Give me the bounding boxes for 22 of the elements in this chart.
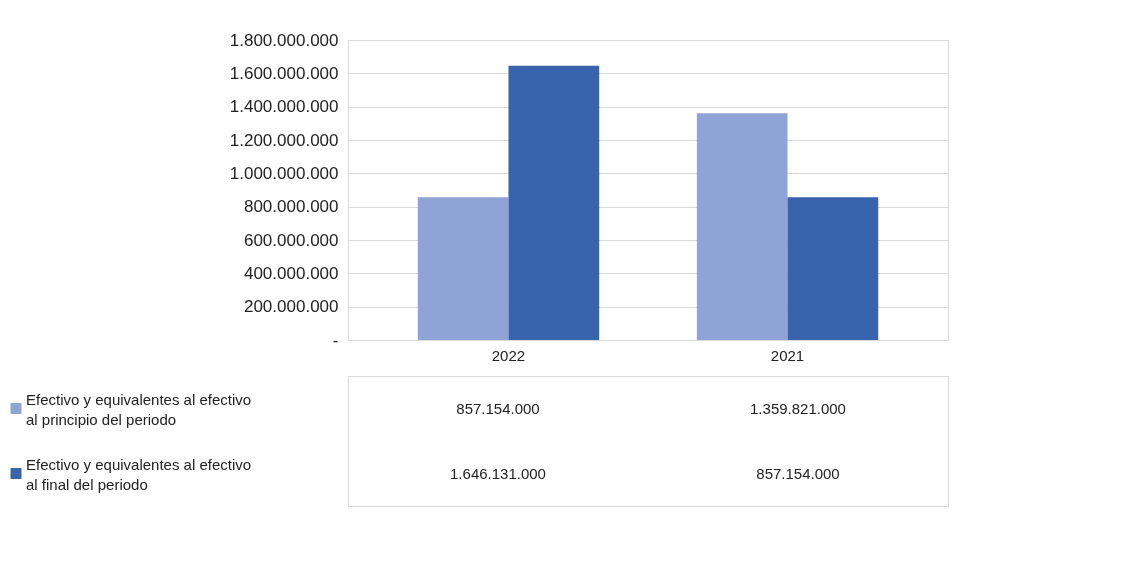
data-label: 1.646.131.000 [450, 464, 546, 482]
y-tick-label: 1.400.000.000 [229, 97, 339, 117]
y-tick-label: 800.000.000 [243, 197, 339, 217]
y-tick-label: 1.600.000.000 [229, 63, 339, 83]
y-tick-label: 200.000.000 [243, 297, 339, 317]
y-tick-label: 600.000.000 [243, 230, 339, 250]
bar [787, 197, 879, 340]
y-tick-label: 400.000.000 [243, 263, 339, 283]
y-tick-label: 1.200.000.000 [229, 130, 339, 150]
legend-label: Efectivo y equivalentes al efectivo al final del periodo [26, 455, 252, 493]
x-tick-label: 2021 [770, 346, 805, 364]
bar [696, 113, 788, 340]
data-label: 857.154.000 [756, 464, 840, 482]
x-tick-label: 2022 [491, 346, 526, 364]
y-tick-label: 1.000.000.000 [229, 163, 339, 183]
bar [417, 197, 509, 340]
data-label: 1.359.821.000 [750, 399, 846, 417]
legend-label: Efectivo y equivalentes al efectivo al principio del periodo [26, 390, 252, 428]
data-label: 857.154.000 [456, 399, 540, 417]
y-tick-label: 1.800.000.000 [229, 30, 339, 50]
y-tick-label: - [332, 330, 339, 350]
bar [508, 65, 600, 340]
